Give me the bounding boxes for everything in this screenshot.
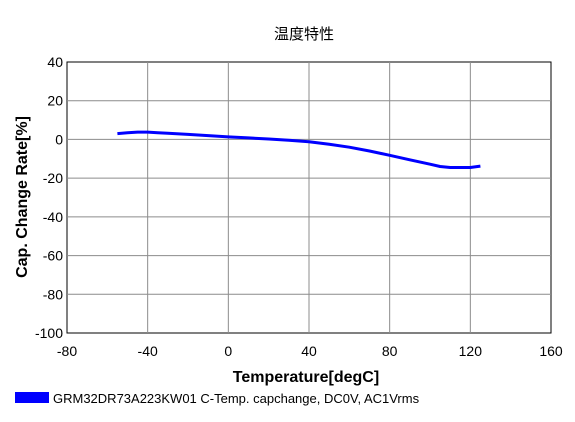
grid <box>67 62 551 333</box>
y-tick-label: -20 <box>43 170 63 186</box>
x-tick-label: 40 <box>301 343 317 359</box>
y-tick-label: 20 <box>47 93 63 109</box>
legend-label: GRM32DR73A223KW01 C-Temp. capchange, DC0… <box>53 391 420 406</box>
y-tick-label: -40 <box>43 209 63 225</box>
y-tick-label: -60 <box>43 248 63 264</box>
x-tick-label: 160 <box>539 343 563 359</box>
x-axis-label: Temperature[degC] <box>233 369 379 386</box>
legend-swatch <box>15 392 49 403</box>
legend: GRM32DR73A223KW01 C-Temp. capchange, DC0… <box>15 391 420 406</box>
series <box>117 130 481 169</box>
y-tick-label: -80 <box>43 286 63 302</box>
x-tick-label: -40 <box>138 343 158 359</box>
x-tick-label: 120 <box>459 343 483 359</box>
x-tick-label: 80 <box>382 343 398 359</box>
y-axis-label: Cap. Change Rate[%] <box>14 116 31 278</box>
y-tick-label: -100 <box>35 325 63 341</box>
y-tick-label: 40 <box>47 54 63 70</box>
y-tick-label: 0 <box>55 131 63 147</box>
chart-title: 温度特性 <box>274 25 334 43</box>
tick-labels: -80 -40 0 40 80 120 160 40 20 0 -20 -40 -60 -80 -100 <box>35 54 563 359</box>
x-tick-label: -80 <box>57 343 77 359</box>
series-line <box>117 130 481 169</box>
x-tick-label: 0 <box>224 343 232 359</box>
